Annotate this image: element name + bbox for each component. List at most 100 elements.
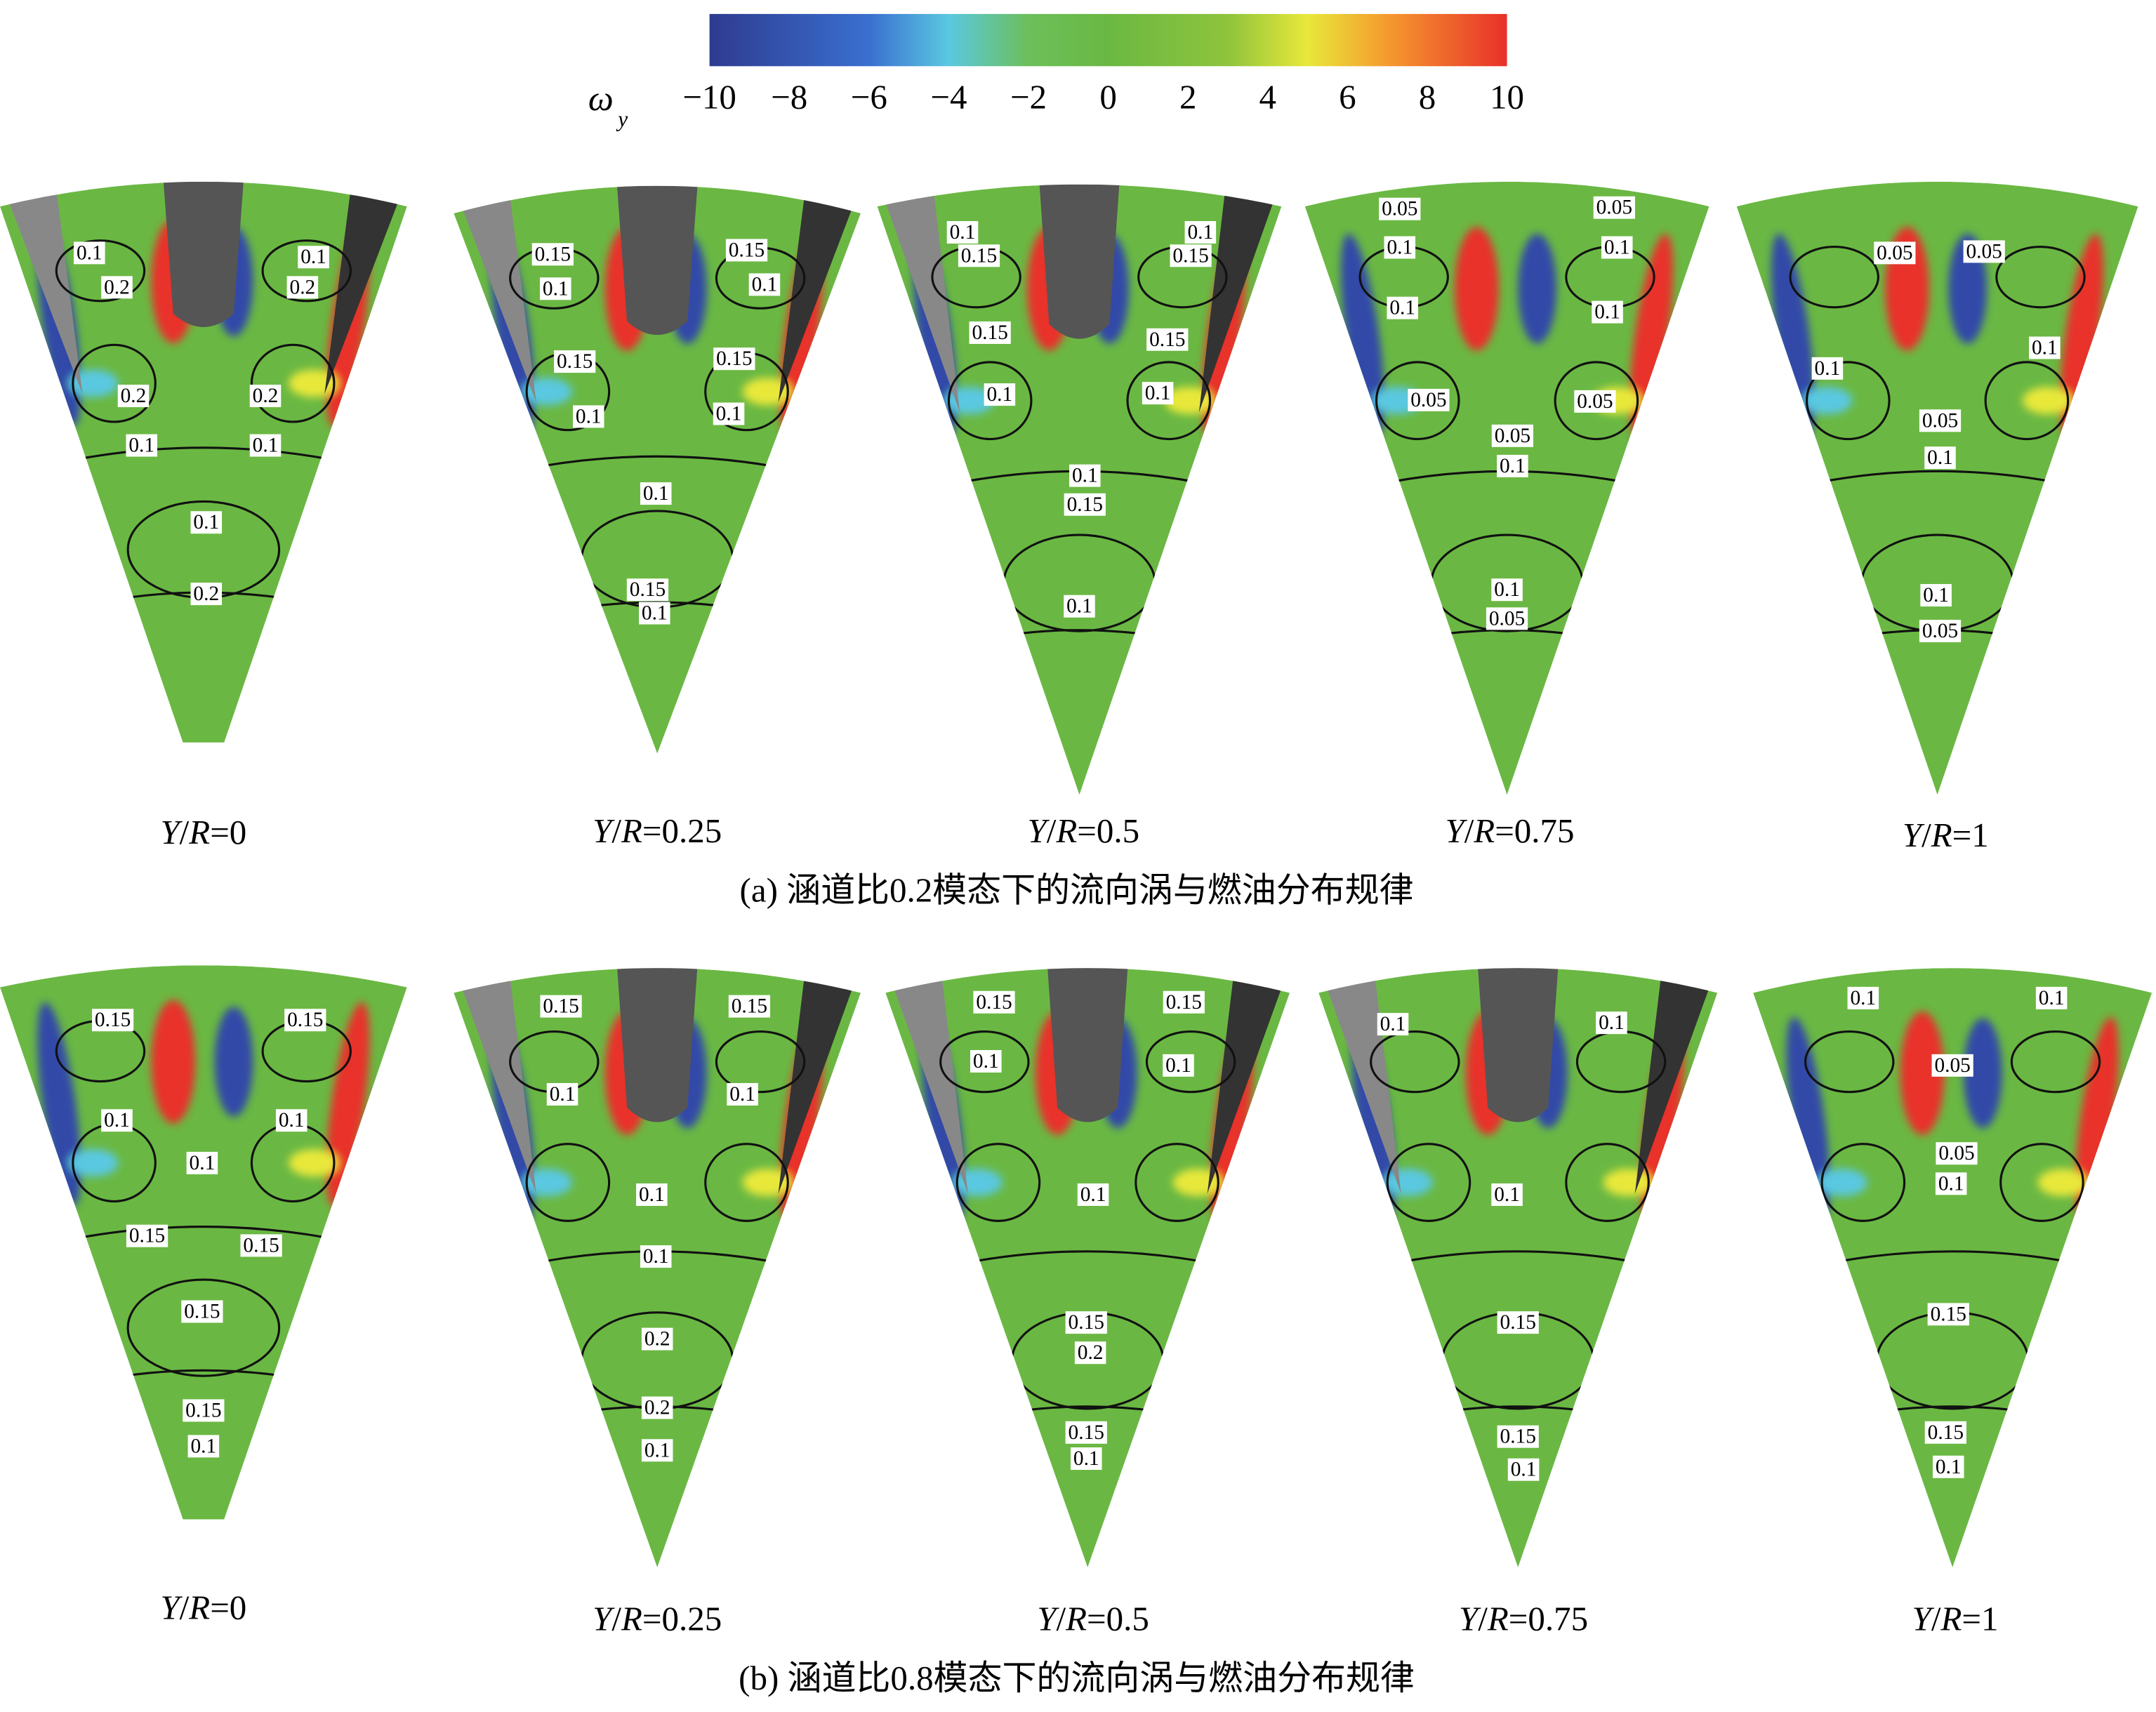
contour-label-bg: [1919, 409, 1962, 432]
contour-label: 0.1: [1500, 455, 1526, 477]
contour-label: 0.2: [253, 385, 279, 407]
contour-label-bg: [728, 995, 771, 1018]
contour-label: 0.1: [1938, 1172, 1964, 1195]
contour-label-bg: [970, 1049, 1002, 1073]
contour-line: [2010, 1030, 2101, 1094]
panel-label-part: /: [1922, 816, 1931, 854]
panel-label-part: Y: [1037, 1600, 1059, 1638]
vortex: [1455, 227, 1499, 351]
contour-label-bg: [1920, 584, 1952, 607]
contour-label-bg: [546, 1083, 578, 1106]
panel-label: Y/R=1: [1903, 816, 1989, 854]
contour-label-bg: [1064, 595, 1095, 618]
contour-label: 0.1: [1145, 382, 1171, 404]
sector: [1736, 181, 2138, 795]
contour-label: 0.1: [1387, 237, 1413, 259]
contour-label: 0.15: [1069, 1421, 1104, 1444]
contour-label: 0.1: [1936, 1456, 1962, 1478]
panel-label-part: =0.25: [642, 1600, 722, 1638]
contour-label: 0.2: [644, 1328, 670, 1351]
vane: [0, 181, 83, 394]
contour-label-bg: [1497, 1311, 1539, 1334]
contour-label-bg: [572, 405, 604, 428]
contour-label: 0.15: [729, 239, 765, 261]
panel-label: Y/R=0.75: [1459, 1600, 1588, 1638]
vortex: [289, 1149, 338, 1177]
contour-line: [704, 1143, 789, 1222]
panel-label-part: /: [1047, 811, 1057, 850]
contour-label-bg: [1486, 607, 1528, 630]
contour-label: 0.05: [1922, 409, 1958, 432]
contour-label: 0.15: [1149, 329, 1185, 351]
contour-label-bg: [1074, 1341, 1106, 1365]
vortex-field: [37, 1000, 370, 1207]
contour-label-bg: [126, 1224, 168, 1247]
contour-label-bg: [713, 347, 755, 371]
contour-label-bg: [1932, 1455, 1964, 1478]
contour-label-bg: [1592, 300, 1623, 324]
contour-label: 0.1: [1850, 987, 1876, 1009]
contour-label-bg: [641, 1327, 673, 1351]
panel-label-part: =0.75: [1509, 1600, 1588, 1638]
contour-label-bg: [101, 1109, 133, 1132]
contour-label: 0.1: [1923, 584, 1949, 606]
contour-label: 0.15: [184, 1300, 220, 1322]
contour-label-bg: [74, 241, 105, 265]
contour-label: 0.1: [1594, 301, 1620, 324]
contour-label: 0.15: [95, 1009, 131, 1031]
contour-label-bg: [1069, 464, 1101, 487]
contour-label: 0.2: [104, 276, 130, 298]
colorbar-tick-label: 10: [1490, 78, 1524, 117]
contour-label-bg: [1491, 578, 1523, 602]
contour-label-bg: [286, 276, 319, 299]
contour-label-bg: [1065, 1421, 1107, 1444]
panel-label-part: R: [621, 811, 642, 850]
contour-label-bg: [1811, 357, 1844, 380]
panel-label-part: R: [621, 1600, 642, 1638]
contour-line: [1126, 361, 1212, 441]
contour-label-bg: [1142, 382, 1174, 405]
contour-label: 0.15: [535, 243, 571, 265]
contour-label: 0.05: [1934, 1054, 1970, 1077]
contour-label: 0.1: [1380, 1013, 1406, 1035]
contour-label-bg: [1874, 241, 1916, 265]
contour-label: 0.1: [576, 405, 602, 427]
panel: [1318, 968, 1718, 1568]
contour-label: 0.1: [1511, 1459, 1537, 1481]
vortex: [1629, 234, 1674, 439]
sector: [885, 968, 1290, 1568]
contour-label-bg: [183, 1399, 225, 1422]
contour-label: 0.15: [961, 244, 997, 267]
contour-label-bg: [626, 578, 669, 602]
panel-label-part: Y: [1903, 816, 1925, 854]
contour-label-bg: [1408, 388, 1450, 411]
vane: [877, 184, 960, 413]
contour-label: 0.05: [1577, 390, 1613, 413]
vane: [1476, 968, 1559, 1122]
contour-label: 0.1: [1187, 221, 1213, 244]
contour-line: [1804, 1030, 1895, 1094]
contour-label: 0.1: [550, 1083, 576, 1106]
contour-label: 0.05: [1410, 389, 1446, 411]
contour-label: 0.15: [543, 995, 578, 1018]
panel-label-part: R: [1931, 816, 1952, 854]
panel-label: Y/R=0.75: [1445, 811, 1574, 850]
contour-label-bg: [2035, 986, 2068, 1009]
contour-label: 0.05: [1382, 198, 1417, 220]
contour-label-bg: [126, 434, 157, 457]
vortex: [2037, 1168, 2088, 1197]
contour-label-bg: [298, 246, 329, 269]
contour-label: 0.1: [2032, 337, 2058, 359]
panel: [454, 185, 861, 754]
contour-label-bg: [284, 1009, 326, 1032]
panel-label-part: =0.75: [1495, 811, 1574, 850]
contour-label-bg: [275, 1109, 307, 1132]
contour-label-bg: [531, 243, 574, 266]
vortex: [2075, 1016, 2119, 1221]
sector: [1753, 968, 2152, 1568]
contour-label: 0.1: [543, 277, 569, 300]
contour-label: 0.15: [1172, 244, 1208, 267]
panel-label-part: R: [1487, 1600, 1509, 1638]
contour-label-bg: [1601, 236, 1633, 259]
